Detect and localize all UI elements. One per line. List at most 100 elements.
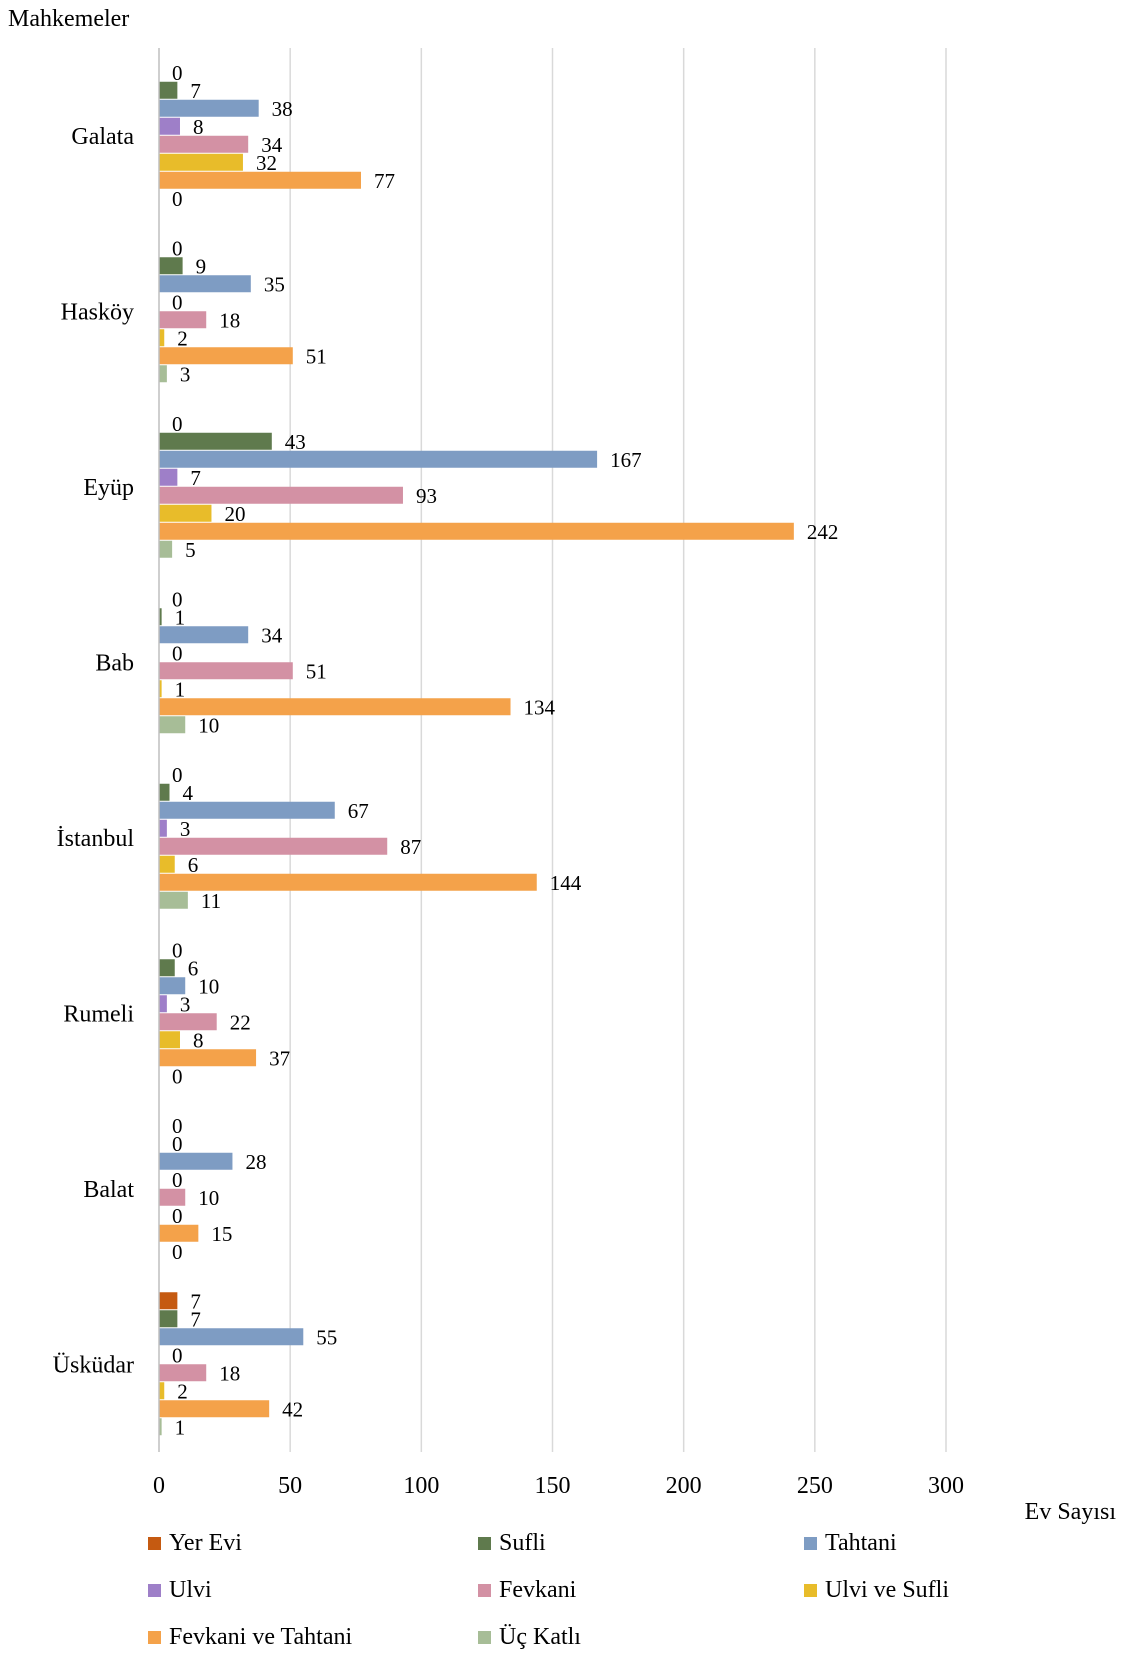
data-label: 2 [177, 326, 188, 350]
bar [159, 1382, 165, 1400]
data-label: 7 [190, 1307, 201, 1331]
bar [159, 1310, 178, 1328]
x-tick-label: 150 [535, 1473, 571, 1499]
data-label: 1 [175, 677, 186, 701]
bar [159, 504, 212, 522]
data-label: 0 [172, 763, 183, 787]
data-label: 0 [172, 938, 183, 962]
bar [159, 1364, 207, 1382]
data-label: 43 [285, 430, 306, 454]
legend-item: Fevkani [478, 1577, 576, 1604]
data-label: 42 [282, 1397, 303, 1421]
data-label: 18 [219, 308, 240, 332]
bar [159, 977, 186, 995]
data-label: 3 [180, 817, 191, 841]
data-label: 55 [316, 1325, 337, 1349]
data-label: 51 [306, 344, 327, 368]
data-label: 38 [272, 97, 293, 121]
bar [159, 662, 293, 680]
data-labels: 0738834327700935018251304316779320242501… [172, 61, 838, 1440]
bar [159, 698, 511, 716]
category-label: Üsküdar [53, 1352, 134, 1378]
data-label: 0 [172, 1064, 183, 1088]
data-label: 37 [269, 1046, 290, 1070]
data-label: 32 [256, 151, 277, 175]
bar [159, 432, 272, 450]
data-label: 0 [172, 1114, 183, 1138]
category-label: Rumeli [63, 1001, 134, 1027]
data-label: 0 [172, 1343, 183, 1367]
category-labels: Galata Hasköy Eyüp Bab İstanbul Rumeli Balat Üs… [53, 124, 135, 1379]
legend-label: Yer Evi [169, 1530, 242, 1556]
bar [159, 135, 249, 153]
data-label: 87 [400, 835, 421, 859]
data-label: 34 [261, 133, 283, 157]
x-tick-labels: 0 50 100 150 200 250 300 [153, 1473, 964, 1499]
y-axis-title: Mahkemeler [8, 6, 129, 32]
bar [159, 680, 162, 698]
bar [159, 468, 178, 486]
bar [159, 891, 188, 909]
bar [159, 99, 259, 117]
bar [159, 959, 175, 977]
data-label: 134 [524, 695, 556, 719]
data-label: 0 [172, 587, 183, 611]
bar [159, 1418, 162, 1436]
legend-swatch [148, 1537, 161, 1550]
data-label: 10 [198, 713, 219, 737]
data-label: 51 [306, 659, 327, 683]
bar [159, 1013, 217, 1031]
legend-swatch [478, 1537, 491, 1550]
data-label: 35 [264, 272, 285, 296]
bar [159, 855, 175, 873]
bar [159, 1049, 257, 1067]
legend-item: Üç Katlı [478, 1624, 581, 1651]
data-label: 0 [172, 236, 183, 260]
data-label: 0 [172, 1204, 183, 1228]
bar [159, 1188, 186, 1206]
bar [159, 995, 167, 1013]
legend-swatch [804, 1537, 817, 1550]
data-label: 9 [196, 254, 207, 278]
bar [159, 783, 170, 801]
data-label: 0 [172, 641, 183, 665]
bar [159, 626, 249, 644]
legend-label: Fevkani [499, 1577, 577, 1603]
grid-lines [289, 48, 947, 1452]
data-label: 4 [182, 781, 193, 805]
data-label: 7 [190, 1289, 201, 1313]
bar [159, 329, 165, 347]
legend-label: Ulvi [169, 1577, 212, 1603]
data-label: 34 [261, 623, 283, 647]
bar [159, 450, 598, 468]
legend-label: Üç Katlı [499, 1624, 581, 1650]
bar [159, 486, 403, 504]
bar-chart: 0738834327700935018251304316779320242501… [8, 6, 1116, 1525]
legend-item: Fevkani ve Tahtani [148, 1624, 352, 1651]
data-label: 2 [177, 1379, 188, 1403]
bar [159, 153, 243, 171]
legend-item: Ulvi ve Sufli [804, 1577, 949, 1604]
data-label: 167 [610, 448, 642, 472]
data-label: 93 [416, 484, 437, 508]
data-label: 8 [193, 115, 204, 139]
data-label: 28 [245, 1150, 266, 1174]
data-label: 10 [198, 1186, 219, 1210]
data-label: 67 [348, 799, 369, 823]
category-label: Eyüp [83, 475, 134, 501]
bar [159, 873, 537, 891]
legend-item: Ulvi [148, 1577, 212, 1604]
x-tick-label: 200 [666, 1473, 702, 1499]
bar [159, 347, 293, 365]
data-label: 144 [550, 871, 582, 895]
x-tick-label: 300 [928, 1473, 964, 1499]
data-label: 0 [172, 187, 183, 211]
legend-label: Sufli [499, 1530, 546, 1556]
data-label: 0 [172, 1168, 183, 1192]
bar [159, 716, 186, 734]
legend-swatch [148, 1631, 161, 1644]
data-label: 242 [807, 520, 839, 544]
legend-label: Fevkani ve Tahtani [169, 1624, 353, 1650]
data-label: 18 [219, 1361, 240, 1385]
data-label: 3 [180, 362, 191, 386]
